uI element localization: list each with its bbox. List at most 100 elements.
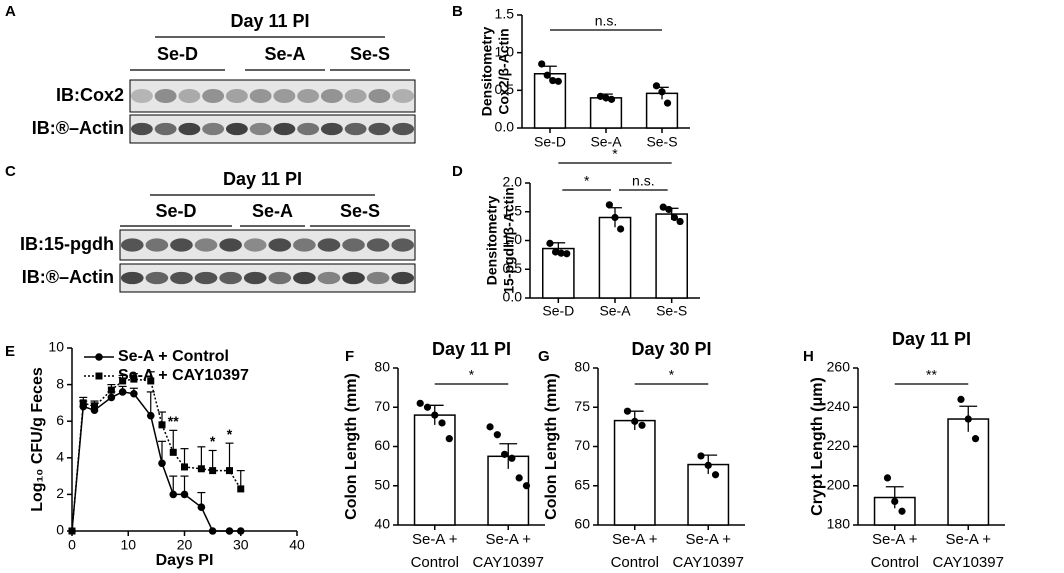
marker bbox=[209, 467, 217, 475]
data-point bbox=[697, 452, 705, 460]
blot-strip bbox=[119, 263, 416, 293]
marker bbox=[118, 388, 127, 396]
y-axis-label: Log₁₀ CFU/g Feces bbox=[29, 367, 46, 512]
data-point bbox=[665, 205, 673, 214]
x-tick-label: Se-S bbox=[646, 134, 677, 150]
blot-band bbox=[202, 88, 225, 104]
marker bbox=[91, 403, 98, 411]
significance-label: * bbox=[469, 367, 475, 383]
marker bbox=[158, 421, 166, 429]
y-tick-label: 4 bbox=[56, 449, 64, 465]
blot-band bbox=[130, 122, 153, 136]
y-tick-label: 180 bbox=[827, 516, 851, 532]
x-tick-label: Se-A + bbox=[872, 531, 918, 548]
blot-title: Day 11 PI bbox=[230, 11, 309, 31]
blot-band bbox=[225, 88, 248, 104]
x-tick-label: Se-A + bbox=[486, 531, 532, 548]
legend-label: Se-A + CAY10397 bbox=[118, 367, 249, 384]
data-point bbox=[607, 95, 616, 103]
data-point bbox=[704, 461, 712, 469]
group-label: Se-D bbox=[157, 44, 198, 64]
row-label: IB:®–Actin bbox=[32, 118, 124, 138]
blot-band bbox=[178, 88, 201, 104]
y-tick-label: 75 bbox=[574, 398, 590, 414]
data-point bbox=[658, 88, 666, 96]
x-tick-label: 20 bbox=[177, 537, 193, 553]
y-tick-label: 6 bbox=[56, 412, 64, 428]
panel-label: H bbox=[803, 348, 814, 365]
y-axis-label: 15-pgdh/β-Actin bbox=[501, 187, 517, 294]
marker bbox=[237, 485, 245, 493]
blot-band bbox=[368, 122, 391, 136]
data-point bbox=[554, 77, 562, 85]
data-point bbox=[638, 421, 646, 429]
legend-label: Se-A + Control bbox=[118, 348, 229, 365]
marker bbox=[208, 527, 217, 535]
row-label: IB:Cox2 bbox=[56, 85, 124, 105]
x-tick-label: Se-S bbox=[656, 303, 687, 319]
data-point bbox=[546, 239, 554, 247]
blot-band bbox=[130, 88, 153, 104]
y-tick-label: 0.0 bbox=[503, 289, 523, 305]
chart-title: Day 11 PI bbox=[892, 329, 971, 349]
data-point bbox=[883, 474, 892, 482]
y-axis-label: Crypt Length (μm) bbox=[809, 377, 826, 516]
x-tick-label: Se-A bbox=[599, 303, 631, 319]
data-point bbox=[605, 201, 613, 209]
marker bbox=[158, 459, 166, 468]
marker bbox=[197, 503, 206, 512]
marker bbox=[147, 377, 155, 385]
blot-band bbox=[145, 271, 169, 285]
blot-band bbox=[273, 88, 296, 104]
blot-band bbox=[225, 122, 248, 136]
data-point bbox=[623, 407, 632, 415]
panel-label: D bbox=[452, 163, 463, 180]
y-tick-label: 0.5 bbox=[503, 260, 523, 276]
y-tick-label: 2.0 bbox=[503, 174, 523, 190]
y-tick-label: 0.5 bbox=[495, 81, 515, 97]
blot-band bbox=[342, 271, 365, 285]
bar bbox=[413, 414, 456, 526]
marker bbox=[79, 399, 87, 407]
panel-label: G bbox=[538, 348, 550, 365]
blot-band bbox=[249, 122, 272, 136]
marker bbox=[181, 463, 188, 471]
blot-band bbox=[368, 88, 391, 104]
y-axis-label: Colon Length (mm) bbox=[543, 373, 560, 520]
blot-band bbox=[273, 122, 296, 136]
data-point bbox=[891, 497, 899, 506]
x-tick-label: Control bbox=[411, 554, 459, 571]
y-axis-label: Cox2/β-Actin bbox=[496, 28, 512, 114]
blot-band bbox=[194, 271, 218, 285]
blot-band bbox=[268, 271, 292, 285]
panel-label: E bbox=[5, 343, 15, 360]
marker bbox=[169, 490, 178, 499]
y-tick-label: 1.0 bbox=[503, 231, 523, 247]
significance-label: * bbox=[584, 173, 590, 189]
group-label: Se-S bbox=[350, 44, 390, 64]
blot-band bbox=[268, 238, 292, 252]
data-point bbox=[551, 248, 560, 256]
y-tick-label: 40 bbox=[374, 516, 390, 532]
significance-label: * bbox=[612, 146, 618, 162]
marker bbox=[119, 377, 127, 385]
blot-band bbox=[366, 271, 390, 285]
y-tick-label: 65 bbox=[574, 476, 590, 492]
panel-label: A bbox=[5, 3, 16, 20]
y-tick-label: 70 bbox=[374, 398, 390, 414]
series-line bbox=[71, 378, 242, 532]
blot-band bbox=[344, 122, 367, 136]
blot-band bbox=[219, 238, 242, 252]
blot-band bbox=[297, 122, 320, 136]
row-label: IB:®–Actin bbox=[22, 267, 114, 287]
data-point bbox=[557, 249, 565, 257]
chart-title: Day 11 PI bbox=[432, 339, 511, 359]
bar bbox=[589, 97, 623, 129]
significance-label: ** bbox=[926, 367, 937, 383]
significance-label: * bbox=[669, 367, 675, 383]
y-tick-label: 10 bbox=[48, 339, 64, 355]
blot-band bbox=[154, 122, 177, 136]
blot-band bbox=[249, 88, 272, 104]
x-tick-label: Se-A bbox=[590, 134, 622, 150]
